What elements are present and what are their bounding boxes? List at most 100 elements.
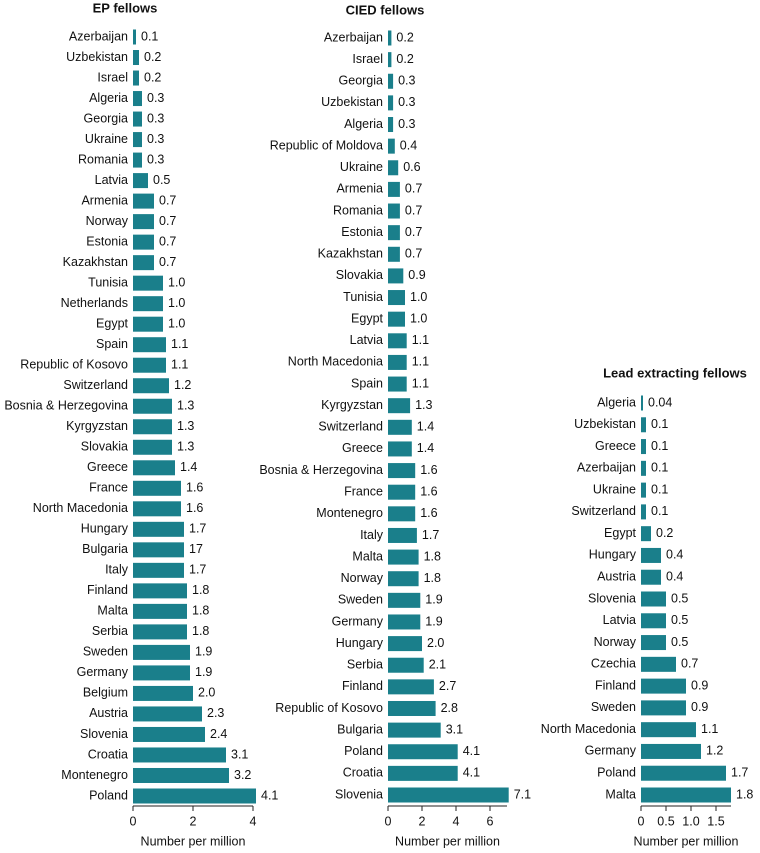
bar xyxy=(388,765,458,781)
category-label: North Macedonia xyxy=(288,355,383,369)
value-label: 1.0 xyxy=(410,290,427,304)
bar xyxy=(133,357,166,373)
bar xyxy=(641,678,686,694)
bar xyxy=(388,787,509,803)
bar xyxy=(388,549,419,565)
category-label: Algeria xyxy=(597,395,636,409)
value-label: 3.1 xyxy=(446,722,463,736)
bar xyxy=(133,521,184,537)
value-label: 1.7 xyxy=(189,563,206,577)
category-label: Azerbaijan xyxy=(69,29,128,43)
category-label: Slovakia xyxy=(81,440,128,454)
value-label: 0.7 xyxy=(405,247,422,261)
bar xyxy=(133,111,142,127)
value-label: 1.7 xyxy=(189,522,206,536)
category-label: Israel xyxy=(352,52,383,66)
value-label: 1.1 xyxy=(412,333,429,347)
category-label: Croatia xyxy=(88,747,128,761)
value-label: 0.7 xyxy=(405,203,422,217)
bar xyxy=(388,679,434,695)
category-label: Sweden xyxy=(338,593,383,607)
bar xyxy=(133,562,184,578)
value-label: 4.1 xyxy=(261,788,278,802)
value-label: 1.4 xyxy=(417,420,434,434)
category-label: Netherlands xyxy=(61,296,128,310)
chart-title: EP fellows xyxy=(93,0,158,15)
bar xyxy=(641,569,661,585)
value-label: 0.4 xyxy=(666,570,683,584)
category-label: Ukraine xyxy=(340,160,383,174)
bar xyxy=(388,52,392,68)
bar xyxy=(133,255,154,271)
value-label: 1.8 xyxy=(192,604,209,618)
category-label: Norway xyxy=(86,214,129,228)
category-label: Finland xyxy=(342,679,383,693)
category-label: Tunisia xyxy=(343,290,383,304)
bar xyxy=(641,787,731,803)
x-tick-label: 0 xyxy=(130,814,137,828)
bar xyxy=(641,743,701,759)
category-label: Greece xyxy=(87,460,128,474)
value-label: 0.7 xyxy=(681,657,698,671)
bar xyxy=(388,225,400,241)
value-label: 0.7 xyxy=(405,182,422,196)
bar xyxy=(133,480,181,496)
bar xyxy=(641,613,666,629)
value-label: 0.3 xyxy=(398,117,415,131)
value-label: 1.6 xyxy=(186,481,203,495)
bar xyxy=(388,463,416,479)
value-label: 0.1 xyxy=(651,504,668,518)
bar xyxy=(641,635,666,651)
category-label: Greece xyxy=(342,441,383,455)
category-label: Uzbekistan xyxy=(574,417,636,431)
value-label: 1.2 xyxy=(174,378,191,392)
value-label: 0.5 xyxy=(153,173,170,187)
value-label: 1.4 xyxy=(417,441,434,455)
bar xyxy=(388,246,400,262)
category-label: Germany xyxy=(585,744,637,758)
value-label: 0.7 xyxy=(159,193,176,207)
value-label: 1.4 xyxy=(180,460,197,474)
value-label: 2.1 xyxy=(429,658,446,672)
bar xyxy=(133,91,142,107)
x-axis-label: Number per million xyxy=(634,834,739,848)
category-label: Bosnia & Herzegovina xyxy=(259,463,383,477)
category-label: Spain xyxy=(351,376,383,390)
value-label: 0.2 xyxy=(144,50,161,64)
category-label: Kazakhstan xyxy=(63,255,128,269)
chart-title: Lead extracting fellows xyxy=(603,365,747,380)
category-label: Estonia xyxy=(86,234,128,248)
x-tick-label: 1.5 xyxy=(707,814,724,828)
bar xyxy=(133,706,202,722)
bar xyxy=(641,439,646,455)
category-label: Norway xyxy=(341,571,384,585)
value-label: 0.1 xyxy=(651,417,668,431)
bar xyxy=(133,193,154,209)
bar xyxy=(133,767,229,783)
category-label: Tunisia xyxy=(88,275,128,289)
category-label: Kazakhstan xyxy=(318,247,383,261)
bar xyxy=(133,316,163,332)
bar xyxy=(388,527,417,543)
category-label: Germany xyxy=(77,665,129,679)
category-label: Montenegro xyxy=(316,506,383,520)
bar xyxy=(388,722,441,738)
value-label: 0.9 xyxy=(691,678,708,692)
value-label: 2.0 xyxy=(427,636,444,650)
bar xyxy=(133,296,163,312)
value-label: 1.6 xyxy=(186,501,203,515)
category-label: Italy xyxy=(360,528,384,542)
x-tick-label: 0 xyxy=(385,814,392,828)
category-label: Hungary xyxy=(81,522,129,536)
x-tick-label: 6 xyxy=(487,814,494,828)
value-label: 1.0 xyxy=(168,296,185,310)
value-label: 0.1 xyxy=(651,439,668,453)
value-label: 0.3 xyxy=(398,95,415,109)
value-label: 1.9 xyxy=(425,593,442,607)
value-label: 1.9 xyxy=(195,645,212,659)
bar xyxy=(388,268,404,284)
bar xyxy=(388,117,394,133)
value-label: 0.4 xyxy=(400,138,417,152)
value-label: 1.8 xyxy=(424,571,441,585)
